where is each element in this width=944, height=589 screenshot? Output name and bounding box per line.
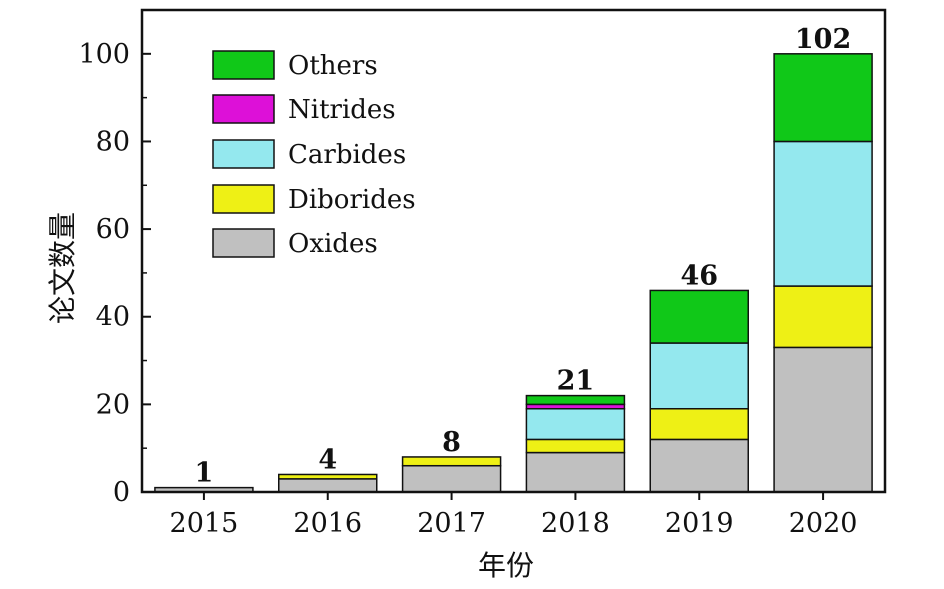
x-tick-label-2018: 2018	[541, 508, 610, 539]
y-tick-label-80: 80	[96, 126, 130, 157]
bar-segment-oxides-2020	[773, 346, 873, 493]
bar-segment-oxides-2016	[278, 478, 378, 493]
x-tick-label-2020: 2020	[789, 508, 858, 539]
bar-segment-others-2020	[773, 53, 873, 143]
bar-segment-diborides-2017	[401, 456, 502, 467]
y-tick-label-100: 100	[78, 39, 130, 70]
total-label-2019: 46	[680, 260, 718, 291]
bar-segment-diborides-2020	[773, 285, 873, 349]
bar-segment-diborides-2016	[278, 473, 378, 480]
x-axis-title: 年份	[478, 549, 534, 582]
bar-segment-diborides-2019	[649, 407, 749, 441]
bar-segment-others-2019	[649, 289, 749, 344]
legend-label-oxides: Oxides	[288, 229, 378, 259]
x-tick-label-2016: 2016	[293, 508, 362, 539]
axes-layer: 2015 2016 2017 2018 2019 2020 0 20 40 60 80 100	[78, 8, 887, 539]
bars-layer	[154, 53, 873, 493]
total-label-2018: 21	[557, 366, 595, 397]
legend-swatch-carbides	[212, 139, 275, 169]
bar-segment-oxides-2018	[525, 451, 626, 493]
x-tick-label-2019: 2019	[665, 508, 734, 539]
legend-label-nitrides: Nitrides	[288, 95, 396, 125]
bar-segment-carbides-2018	[525, 407, 626, 441]
legend: Others Nitrides Carbides Diborides Oxides	[212, 50, 416, 259]
total-label-2016: 4	[318, 444, 337, 475]
bar-segment-oxides-2019	[649, 438, 749, 493]
legend-label-others: Others	[288, 51, 378, 81]
legend-swatch-others	[212, 50, 275, 80]
bar-segment-carbides-2019	[649, 342, 749, 410]
bar-segment-oxides-2017	[401, 464, 502, 493]
x-tick-label-2017: 2017	[417, 508, 486, 539]
legend-swatch-diborides	[212, 184, 275, 214]
legend-swatch-nitrides	[212, 94, 275, 124]
total-label-2015: 1	[195, 458, 214, 489]
y-axis-title: 论文数量	[46, 212, 79, 324]
y-tick-label-40: 40	[96, 302, 130, 333]
bar-segment-diborides-2018	[525, 438, 626, 454]
y-tick-label-0: 0	[113, 477, 130, 508]
y-tick-label-60: 60	[96, 214, 130, 245]
x-tick-label-2015: 2015	[170, 508, 239, 539]
y-tick-label-20: 20	[96, 389, 130, 420]
plot-frame	[140, 8, 887, 494]
legend-swatch-oxides	[212, 228, 275, 258]
legend-label-diborides: Diborides	[288, 185, 416, 215]
legend-label-carbides: Carbides	[288, 140, 406, 170]
bar-segment-others-2018	[525, 394, 626, 406]
total-label-2017: 8	[442, 427, 461, 458]
bar-segment-carbides-2020	[773, 140, 873, 287]
totals-layer: 1 4 8 21 46 102	[195, 24, 852, 489]
total-label-2020: 102	[795, 24, 851, 55]
